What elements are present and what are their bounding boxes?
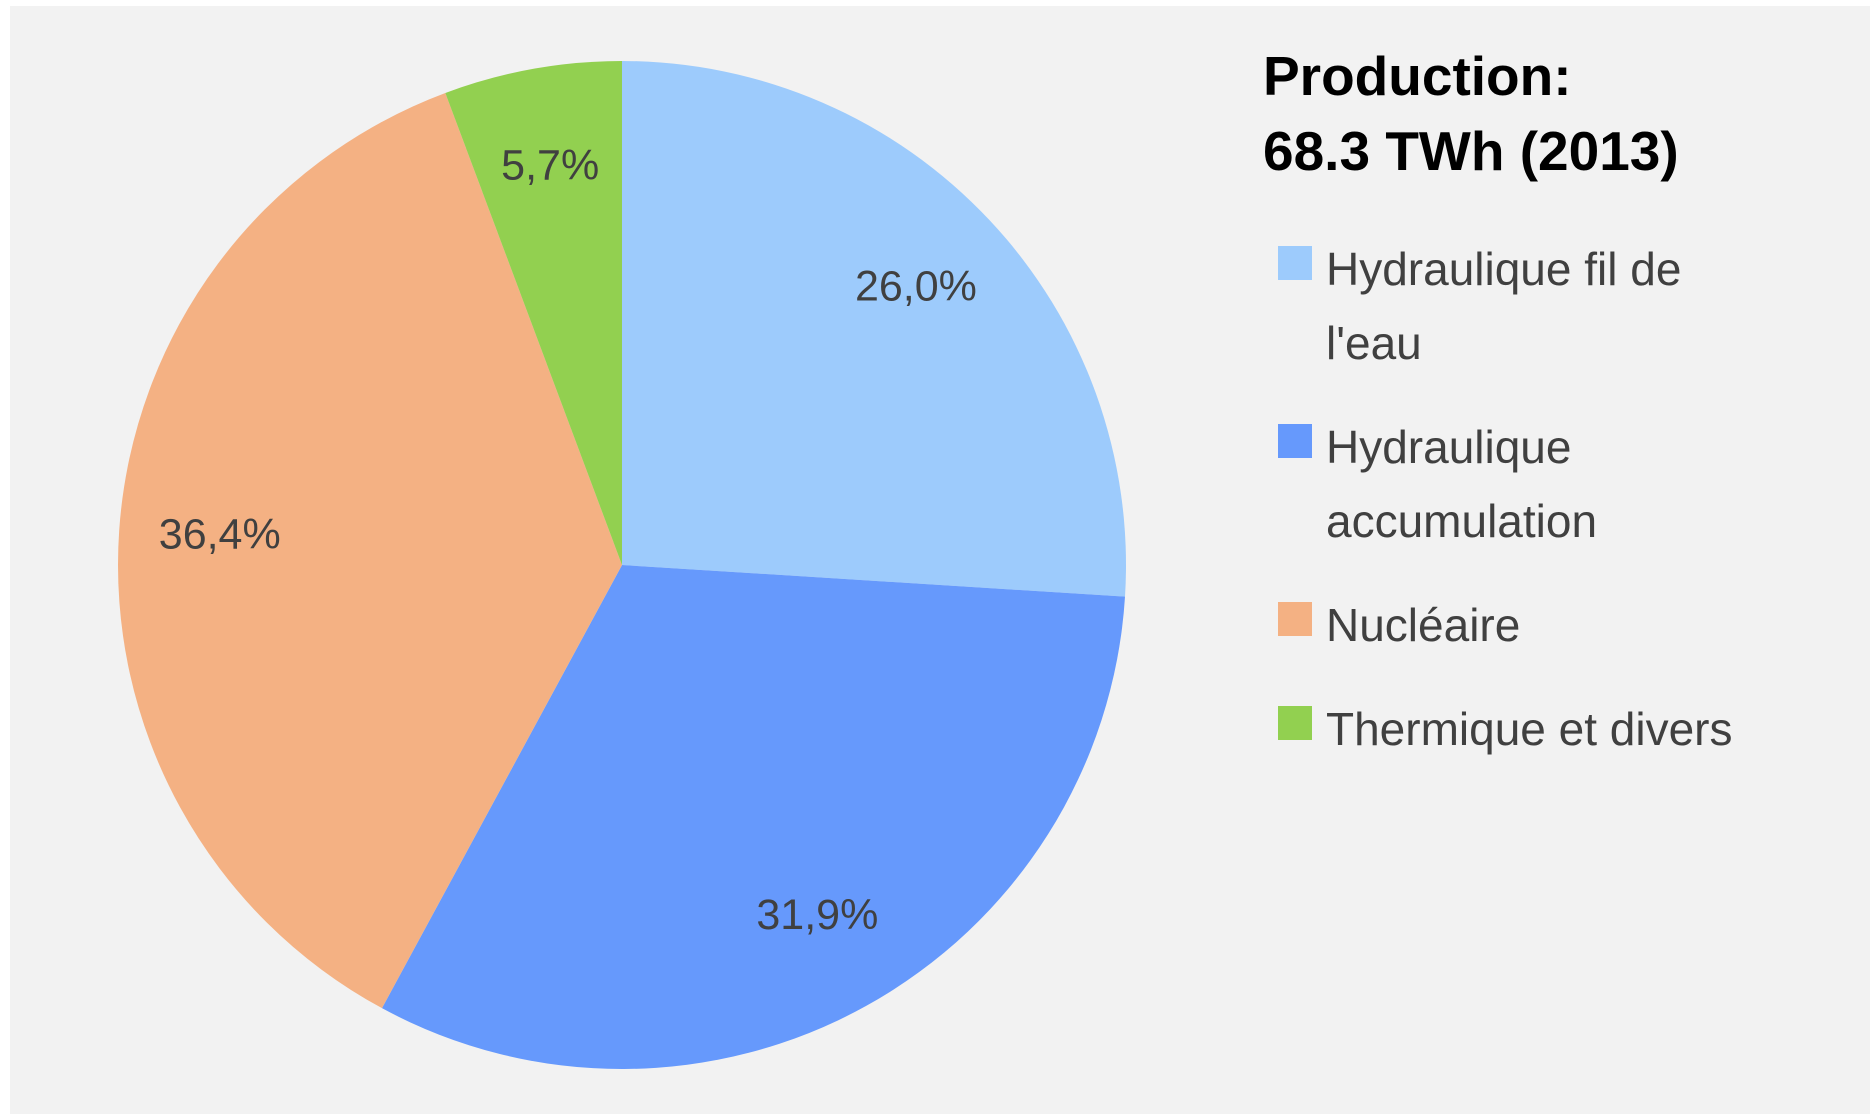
legend-swatch <box>1278 602 1312 636</box>
slice-label: 31,9% <box>756 891 878 939</box>
slice-label: 26,0% <box>855 262 977 310</box>
chart-title: Production: <box>1263 45 1572 107</box>
legend-label: Hydraulique accumulation <box>1326 421 1598 547</box>
legend: Hydraulique fil de l'eau Hydraulique accu… <box>1278 232 1733 796</box>
legend-swatch <box>1278 424 1312 458</box>
chart-subtitle: 68.3 TWh (2013) <box>1263 120 1679 182</box>
slice-label: 5,7% <box>501 142 599 190</box>
legend-entry: Nucléaire <box>1278 588 1733 662</box>
pie-chart: 26,0% 31,9% 36,4% 5,7% <box>117 61 1126 1070</box>
pie-slice <box>381 565 1126 1070</box>
legend-swatch <box>1278 246 1312 280</box>
pie-slice <box>117 92 622 1009</box>
pie-slice <box>445 61 622 565</box>
legend-label: Thermique et divers <box>1326 703 1733 755</box>
legend-entry: Thermique et divers <box>1278 692 1733 766</box>
chart-panel: 26,0% 31,9% 36,4% 5,7% Production: 68.3 TWh… <box>10 6 1870 1114</box>
legend-label: Hydraulique fil de l'eau <box>1326 243 1682 369</box>
slice-label: 36,4% <box>159 511 281 559</box>
legend-entry: Hydraulique accumulation <box>1278 410 1733 558</box>
legend-entry: Hydraulique fil de l'eau <box>1278 232 1733 380</box>
pie-slice <box>622 61 1126 597</box>
legend-swatch <box>1278 706 1312 740</box>
legend-label: Nucléaire <box>1326 599 1521 651</box>
